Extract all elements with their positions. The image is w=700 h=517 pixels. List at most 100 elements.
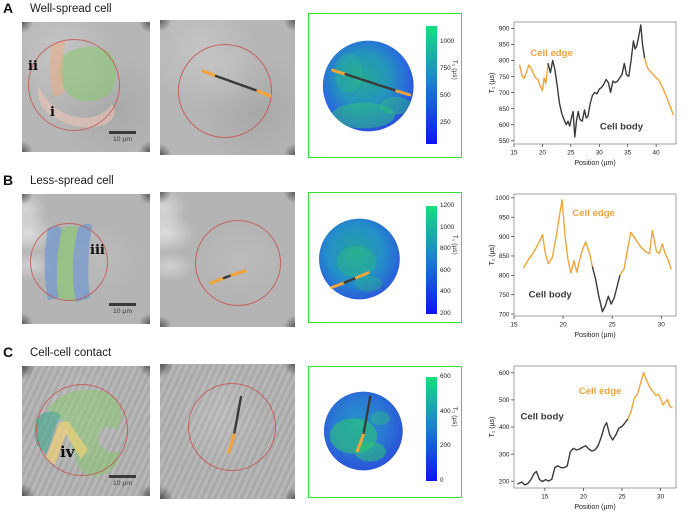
panel-letter: A bbox=[3, 0, 14, 16]
profile-line-body bbox=[362, 395, 372, 437]
figure-row-a: A Well-spread cell ii i 10 µm 1000 750 500… bbox=[0, 0, 700, 172]
scale-bar-label: 10 µm bbox=[112, 480, 133, 487]
colorbar-label: T₁ (µs) bbox=[451, 407, 457, 427]
t1-heatmap bbox=[322, 40, 414, 132]
scale-bar-label: 10 µm bbox=[112, 136, 133, 143]
y-tick-label: 900 bbox=[499, 26, 510, 33]
t1-high-region bbox=[370, 411, 390, 426]
microscopy-probe bbox=[160, 20, 295, 155]
y-tick-label: 600 bbox=[499, 370, 510, 377]
colorbar bbox=[426, 206, 437, 314]
y-tick-label: 500 bbox=[499, 397, 510, 404]
t1-high-region bbox=[334, 53, 363, 93]
microscopy-probe bbox=[160, 192, 295, 327]
profile-line-edge bbox=[256, 89, 272, 98]
figure-row-c: C Cell-cell contact iv 10 µm 600 400 200 0 … bbox=[0, 344, 700, 517]
y-tick-label: 850 bbox=[499, 42, 510, 49]
profile-line-body bbox=[232, 395, 243, 437]
x-tick-label: 15 bbox=[541, 494, 549, 501]
series-edge bbox=[643, 57, 674, 116]
y-axis-label: T₁ (µs) bbox=[489, 417, 496, 438]
t1-map-disk bbox=[319, 218, 400, 300]
line-profile-probe bbox=[201, 69, 272, 98]
t1-map-disk bbox=[322, 40, 414, 132]
series-body bbox=[547, 24, 646, 138]
annotation-body: Cell body bbox=[521, 412, 565, 423]
series-edge bbox=[619, 229, 672, 276]
colorbar-tick-label: 400 bbox=[440, 407, 451, 415]
x-tick-label: 40 bbox=[653, 150, 661, 157]
plot-area bbox=[513, 193, 677, 317]
colorbar-tick-label: 750 bbox=[440, 64, 451, 72]
x-tick-label: 35 bbox=[624, 150, 632, 157]
profile-line-edge bbox=[227, 433, 236, 454]
t1-high-region bbox=[354, 441, 386, 462]
profile-line-edge bbox=[354, 271, 370, 280]
colorbar-tick-label: 500 bbox=[440, 91, 451, 99]
profile-line-edge bbox=[395, 89, 412, 97]
x-axis-label: Position (µm) bbox=[574, 160, 615, 167]
x-tick-label: 15 bbox=[510, 150, 518, 157]
profile-line-edge bbox=[330, 281, 347, 290]
y-axis-label: T₁ (µs) bbox=[489, 245, 496, 266]
scale-bar bbox=[109, 131, 136, 134]
y-tick-label: 900 bbox=[499, 234, 510, 241]
t1-heatmap bbox=[319, 218, 400, 300]
annotation-body: Cell body bbox=[529, 290, 573, 301]
y-tick-label: 200 bbox=[499, 478, 510, 485]
region-label: iv bbox=[60, 443, 75, 461]
panel-letter: B bbox=[3, 172, 14, 188]
microscopy-annotated: iv 10 µm bbox=[22, 366, 150, 496]
profile-line-body bbox=[344, 72, 399, 93]
plot-area bbox=[513, 365, 677, 489]
y-tick-label: 850 bbox=[499, 253, 510, 260]
region-label: i bbox=[50, 105, 55, 120]
x-tick-label: 20 bbox=[539, 150, 547, 157]
y-tick-label: 750 bbox=[499, 292, 510, 299]
colorbar-tick-label: 600 bbox=[440, 373, 451, 380]
roi-circle bbox=[188, 383, 276, 471]
roi-circle bbox=[28, 39, 120, 131]
annotation-body: Cell body bbox=[600, 121, 644, 132]
colorbar-label: T₁ (µs) bbox=[451, 235, 457, 255]
x-axis-label: Position (µm) bbox=[574, 332, 615, 339]
line-profile-probe bbox=[227, 395, 243, 454]
series-edge bbox=[519, 63, 549, 92]
y-tick-label: 700 bbox=[499, 311, 510, 318]
colorbar-tick-label: 1200 bbox=[440, 202, 455, 209]
t1-high-region bbox=[354, 275, 383, 292]
t1-map-panel: 600 400 200 0 T₁ (µs) bbox=[308, 366, 462, 498]
colorbar bbox=[426, 377, 437, 481]
x-tick-label: 30 bbox=[657, 494, 665, 501]
colorbar bbox=[426, 26, 437, 144]
profile-line-edge bbox=[201, 69, 218, 78]
microscopy-annotated: iii 10 µm bbox=[22, 194, 150, 324]
row-title: Well-spread cell bbox=[30, 3, 112, 15]
colorbar-tick-label: 1000 bbox=[440, 38, 455, 46]
series-body bbox=[517, 417, 629, 486]
x-tick-label: 25 bbox=[609, 322, 617, 329]
profile-line-edge bbox=[331, 68, 348, 76]
profile-line-body bbox=[343, 276, 358, 284]
colorbar-tick-label: 250 bbox=[440, 118, 451, 126]
x-tick-label: 20 bbox=[580, 494, 588, 501]
t1-profile-chart: 200 300 400 500 600 15 20 25 30 Position (µm) T₁ (… bbox=[489, 365, 677, 511]
y-tick-label: 750 bbox=[499, 74, 510, 81]
colorbar-tick-label: 800 bbox=[440, 245, 451, 253]
region-label: ii bbox=[28, 59, 38, 74]
t1-profile-chart: 550 600 650 700 750 800 850 900 15 20 25 30 35 40 Posi… bbox=[489, 21, 677, 167]
profile-line-body bbox=[214, 74, 260, 93]
annotation-edge: Cell edge bbox=[579, 386, 622, 397]
colorbar-label: T₁ (µs) bbox=[451, 60, 457, 80]
y-tick-label: 800 bbox=[499, 58, 510, 65]
roi-circle bbox=[195, 220, 281, 306]
t1-map-panel: 1000 750 500 250 T₁ (µs) bbox=[308, 13, 462, 158]
profile-line-edge bbox=[355, 433, 365, 453]
figure-row-b: B Less-spread cell iii 10 µm 1200 1000 800… bbox=[0, 172, 700, 344]
microscopy-probe bbox=[160, 364, 295, 499]
x-tick-label: 25 bbox=[567, 150, 575, 157]
y-tick-label: 300 bbox=[499, 451, 510, 458]
scale-bar bbox=[109, 475, 136, 478]
colorbar-tick-label: 200 bbox=[440, 442, 451, 450]
colorbar-tick-label: 1000 bbox=[440, 223, 455, 231]
